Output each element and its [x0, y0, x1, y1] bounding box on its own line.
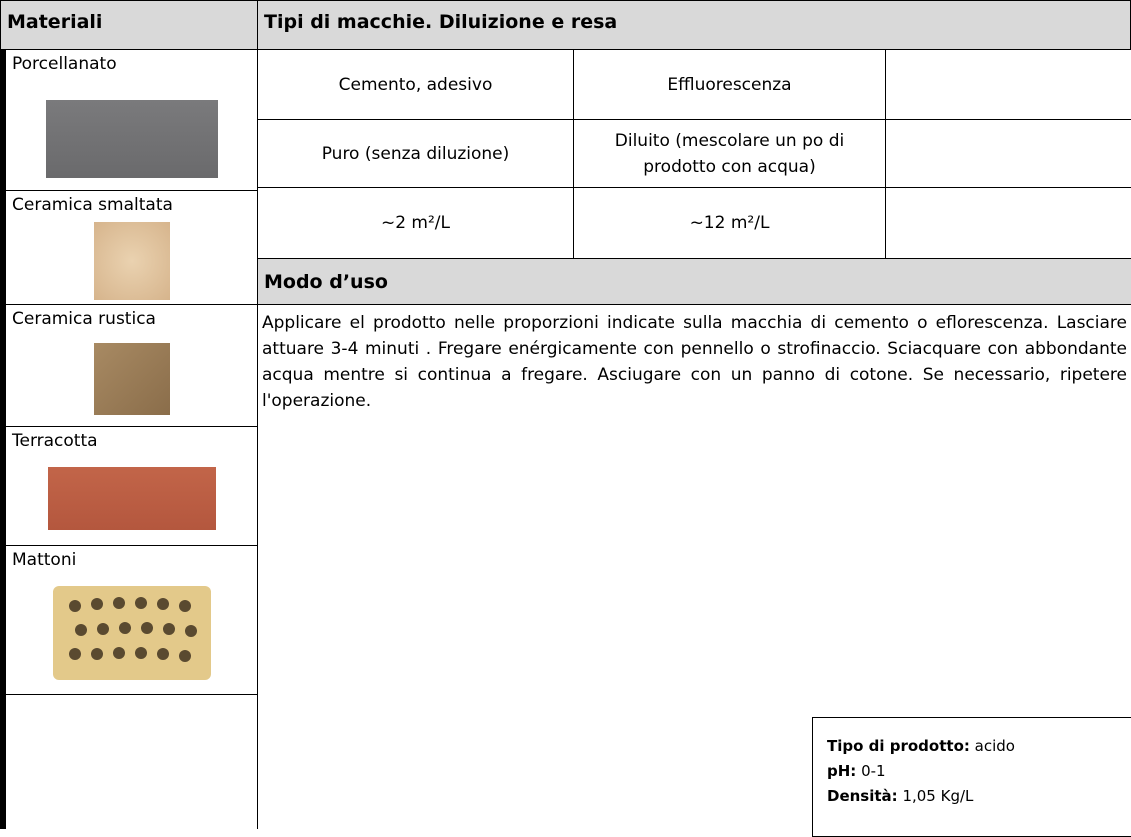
info-line: Densità: 1,05 Kg/L — [827, 784, 1127, 809]
info-box: Tipo di prodotto: acido pH: 0-1 Densità: 1… — [812, 717, 1131, 837]
tile-image — [94, 222, 170, 300]
info-label: Tipo di prodotto: — [827, 737, 970, 755]
usage-header: Modo d’uso — [258, 258, 1131, 305]
tile-image — [46, 100, 218, 178]
table-cell: ~2 m²/L — [257, 187, 574, 259]
info-label: pH: — [827, 762, 857, 780]
material-cell: Mattoni — [6, 546, 258, 695]
brick-image — [53, 586, 211, 680]
header-materials: Materiali — [7, 11, 103, 33]
usage-title: Modo d’uso — [264, 271, 388, 293]
material-cell: Porcellanato — [6, 50, 258, 191]
material-name: Terracotta — [12, 431, 98, 451]
info-value: 1,05 Kg/L — [902, 787, 974, 805]
table-cell — [885, 49, 1131, 120]
material-cell: Ceramica smaltata — [6, 191, 258, 305]
table-cell: Puro (senza diluzione) — [257, 119, 574, 188]
info-value: acido — [974, 737, 1015, 755]
header-cell: Materiali — [0, 0, 258, 50]
info-label: Densità: — [827, 787, 898, 805]
table-cell: Diluito (mescolare un po di prodotto con… — [573, 119, 886, 188]
tile-image — [94, 343, 170, 415]
divider — [257, 49, 258, 829]
table-cell: ~12 m²/L — [573, 187, 886, 259]
info-line: pH: 0-1 — [827, 759, 1127, 784]
material-name: Mattoni — [12, 550, 77, 570]
material-name: Ceramica smaltata — [12, 195, 173, 215]
material-name: Porcellanato — [12, 54, 117, 74]
material-name: Ceramica rustica — [12, 309, 156, 329]
header-cell: Tipi di macchie. Diluizione e resa — [257, 0, 1131, 50]
table-cell: Cemento, adesivo — [257, 49, 574, 120]
info-line: Tipo di prodotto: acido — [827, 734, 1127, 759]
tile-image — [48, 467, 216, 530]
table-cell — [885, 187, 1131, 259]
table-cell — [885, 119, 1131, 188]
material-cell: Ceramica rustica — [6, 305, 258, 427]
table-cell: Effluorescenza — [573, 49, 886, 120]
info-value: 0-1 — [861, 762, 886, 780]
material-cell: Terracotta — [6, 427, 258, 546]
header-stains: Tipi di macchie. Diluizione e resa — [264, 11, 618, 33]
left-border — [0, 49, 6, 829]
usage-text: Applicare el prodotto nelle proporzioni … — [262, 313, 1127, 411]
